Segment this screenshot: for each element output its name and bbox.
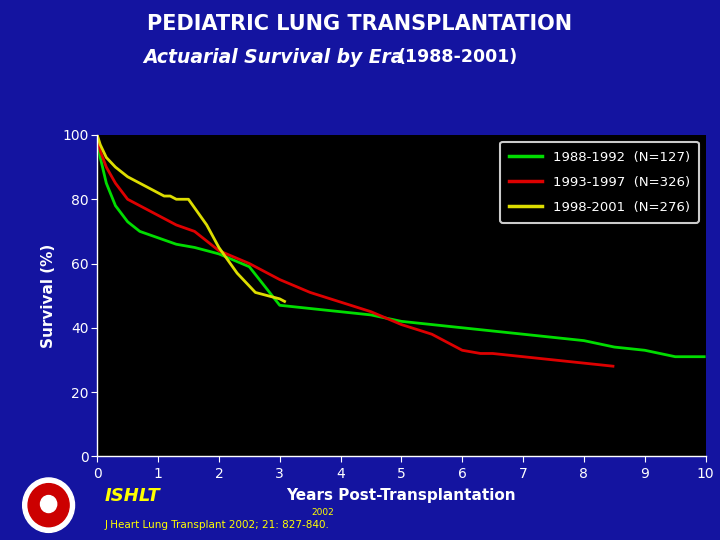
Text: 2002: 2002 bbox=[311, 508, 334, 517]
Legend: 1988-1992  (N=127), 1993-1997  (N=326), 1998-2001  (N=276): 1988-1992 (N=127), 1993-1997 (N=326), 19… bbox=[500, 141, 699, 223]
X-axis label: Years Post-Transplantation: Years Post-Transplantation bbox=[287, 488, 516, 503]
Text: (1988-2001): (1988-2001) bbox=[397, 48, 518, 65]
Circle shape bbox=[28, 484, 69, 526]
Y-axis label: Survival (%): Survival (%) bbox=[40, 244, 55, 348]
Text: J Heart Lung Transplant 2002; 21: 827-840.: J Heart Lung Transplant 2002; 21: 827-84… bbox=[104, 520, 329, 530]
Text: PEDIATRIC LUNG TRANSPLANTATION: PEDIATRIC LUNG TRANSPLANTATION bbox=[148, 14, 572, 33]
Text: Actuarial Survival by Era: Actuarial Survival by Era bbox=[143, 48, 404, 66]
Text: ISHLT: ISHLT bbox=[104, 487, 160, 505]
Circle shape bbox=[22, 478, 75, 532]
Circle shape bbox=[40, 496, 57, 512]
